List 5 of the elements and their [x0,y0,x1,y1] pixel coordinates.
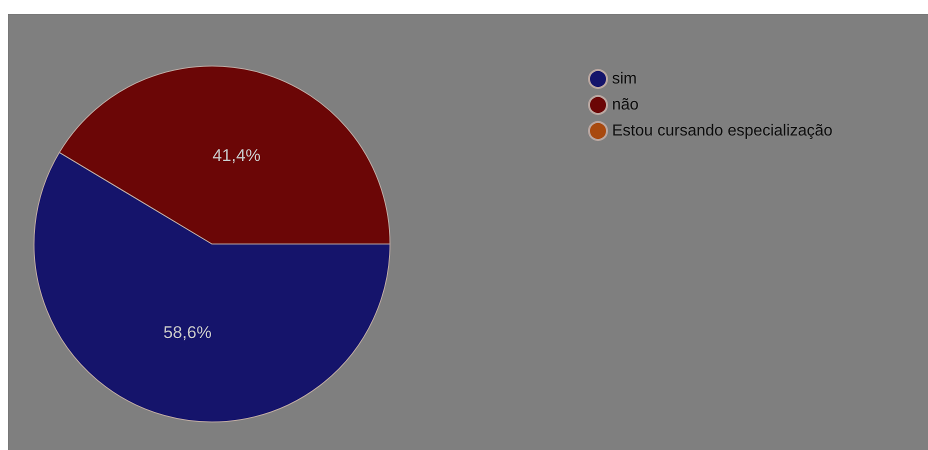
legend-label: não [612,96,639,114]
data-label: 41,4% [212,146,261,165]
legend-label: sim [612,70,637,88]
legend-label: Estou cursando especialização [612,122,833,140]
data-label: 58,6% [163,323,212,342]
